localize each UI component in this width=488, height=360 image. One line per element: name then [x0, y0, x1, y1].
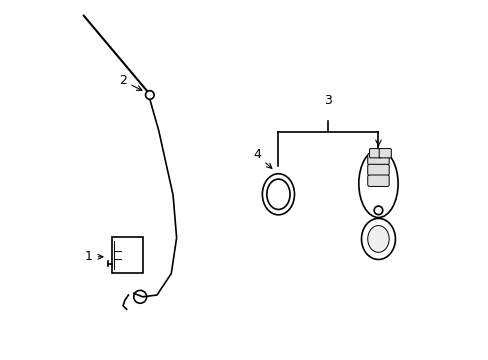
- FancyBboxPatch shape: [367, 154, 388, 165]
- FancyBboxPatch shape: [112, 237, 142, 273]
- Text: 3: 3: [324, 94, 332, 107]
- Circle shape: [134, 291, 146, 303]
- Text: 2: 2: [119, 74, 142, 90]
- FancyBboxPatch shape: [378, 149, 390, 158]
- Ellipse shape: [262, 174, 294, 215]
- FancyBboxPatch shape: [367, 164, 388, 176]
- Text: 1: 1: [84, 250, 103, 263]
- Ellipse shape: [361, 219, 395, 260]
- Circle shape: [373, 206, 382, 215]
- Circle shape: [145, 91, 154, 99]
- FancyBboxPatch shape: [367, 175, 388, 186]
- Ellipse shape: [266, 179, 289, 210]
- Ellipse shape: [358, 150, 397, 217]
- Ellipse shape: [367, 226, 388, 252]
- Text: 4: 4: [253, 148, 271, 168]
- FancyBboxPatch shape: [369, 149, 381, 158]
